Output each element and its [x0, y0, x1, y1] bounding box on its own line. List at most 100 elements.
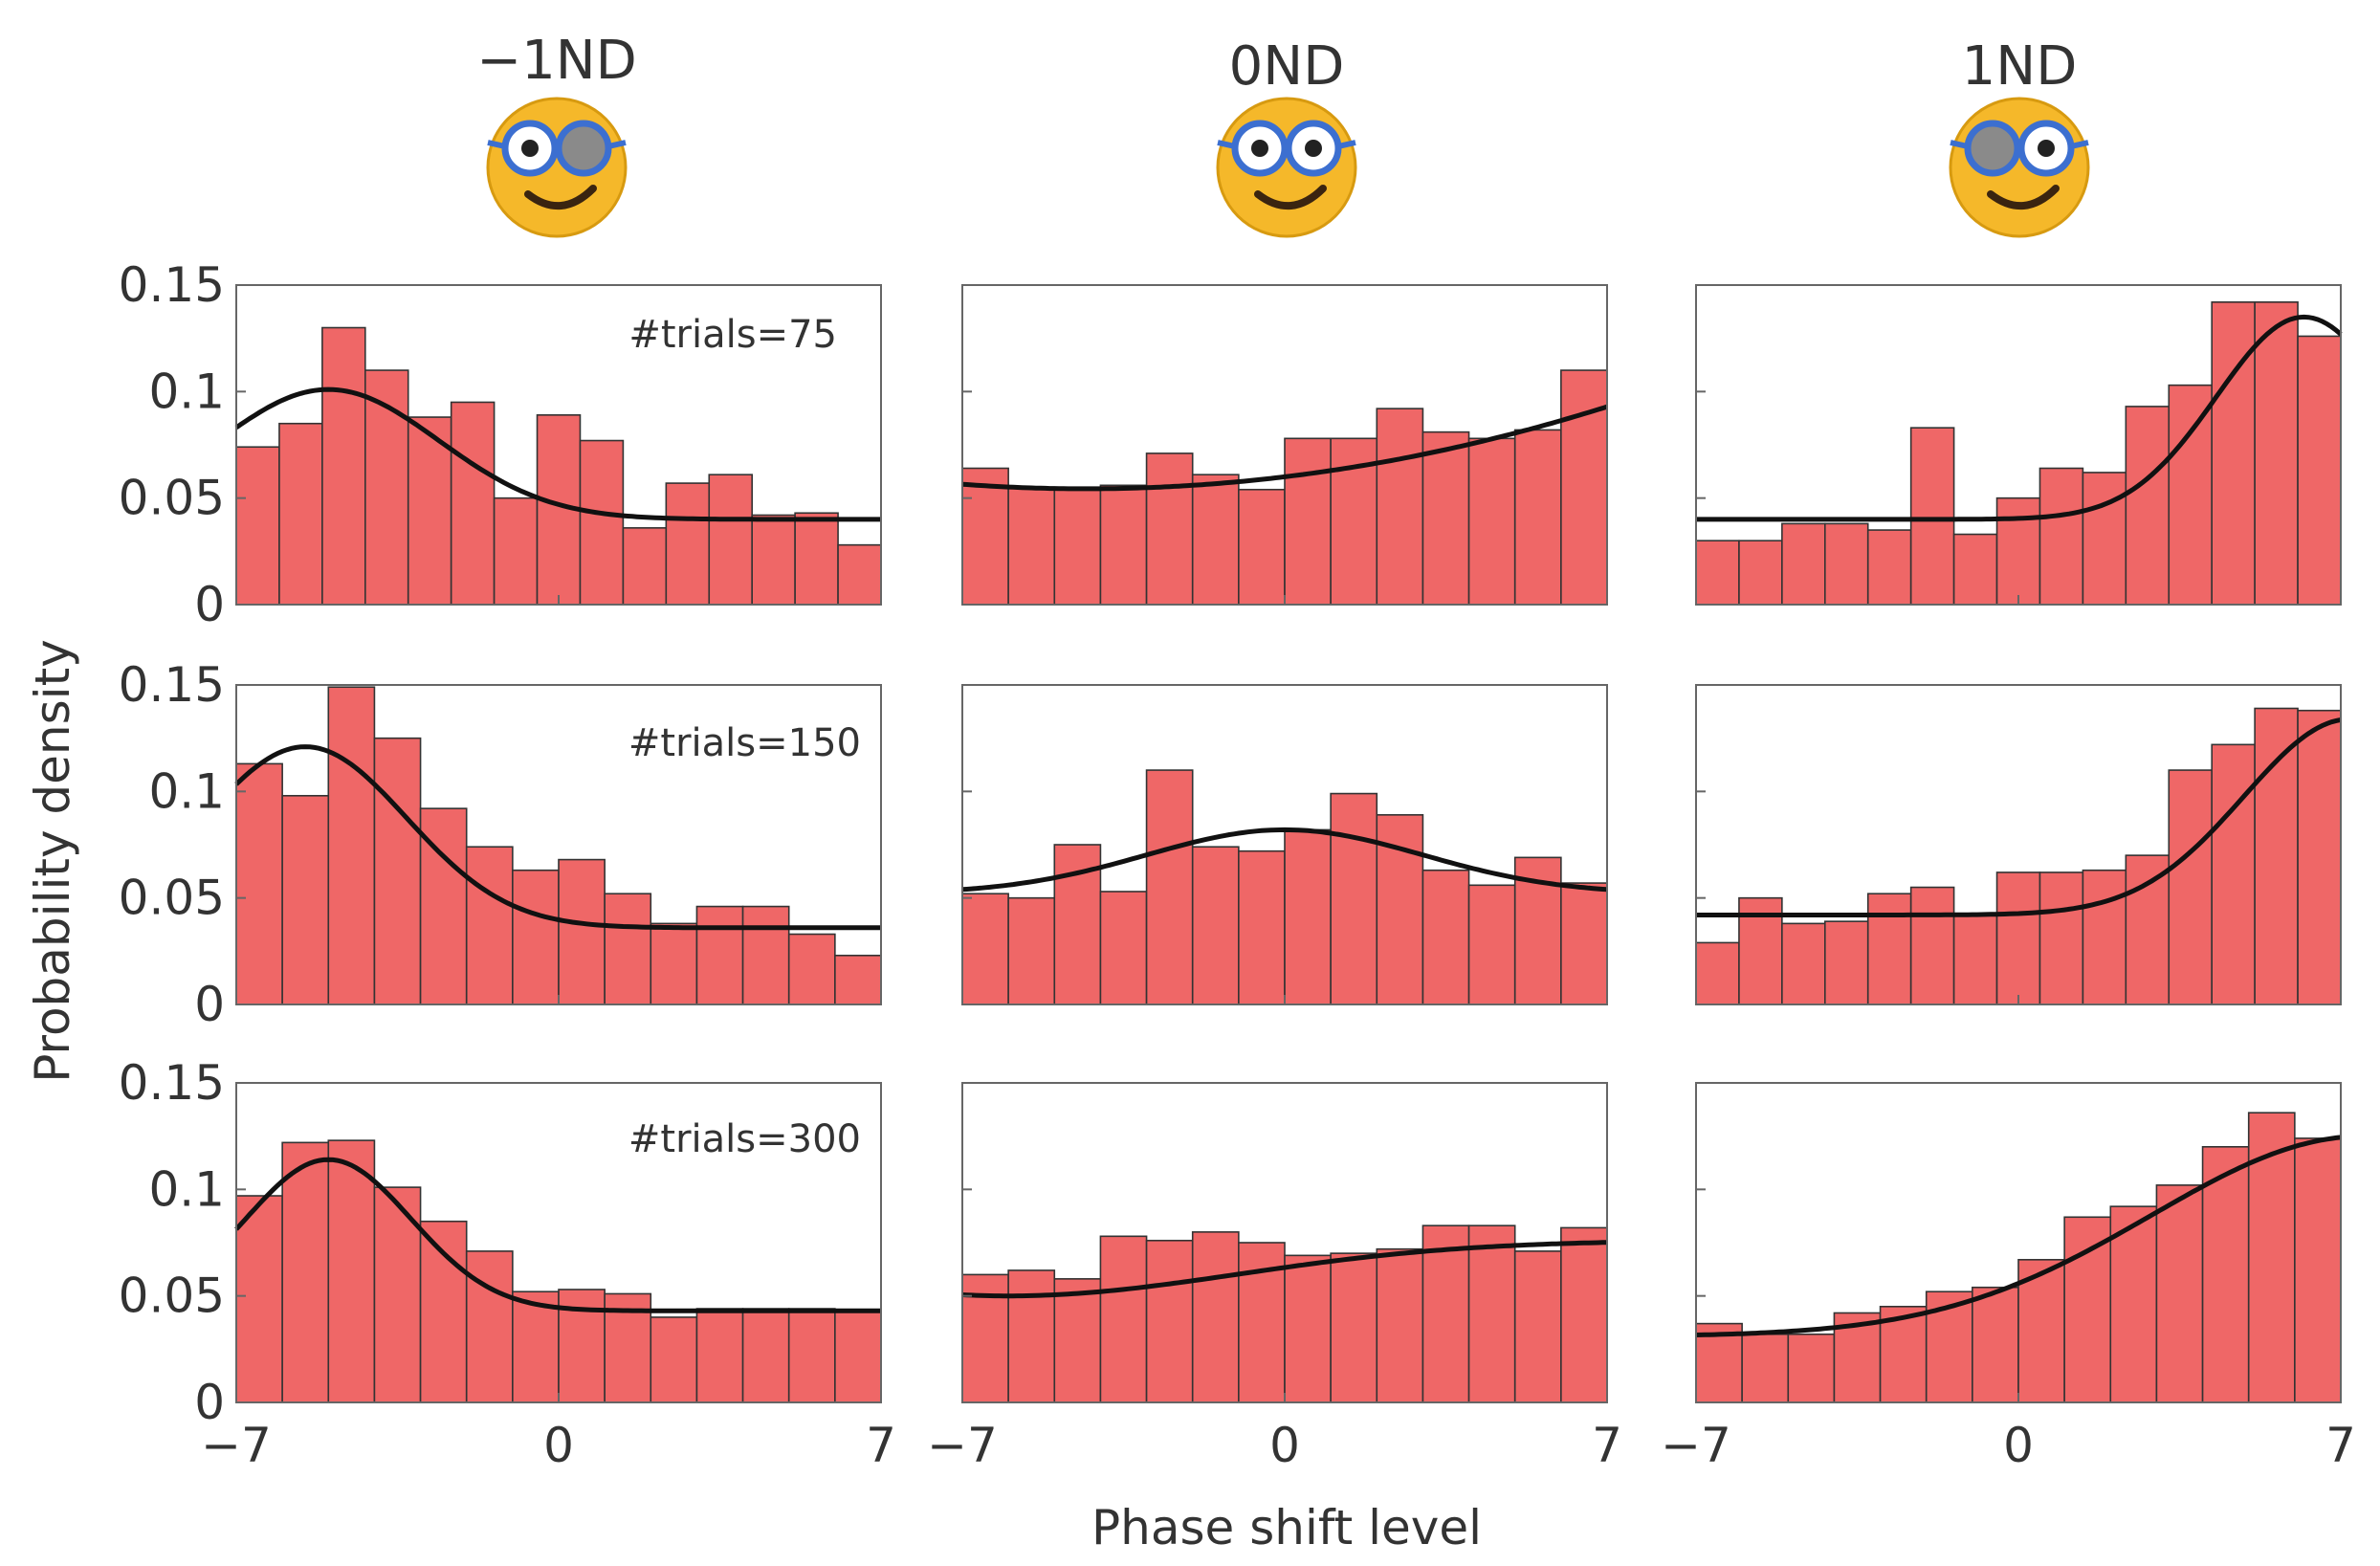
- histogram-bar: [235, 1195, 283, 1403]
- histogram-bar: [1284, 437, 1332, 606]
- y-tick-label: 0.15: [119, 257, 225, 313]
- x-tick-label: 7: [2325, 1418, 2356, 1473]
- histogram-bar: [695, 905, 744, 1005]
- histogram-bar: [1421, 869, 1470, 1005]
- histogram-bar: [834, 954, 882, 1005]
- annotation-trials-75: #trials=75: [628, 313, 837, 357]
- histogram-bar: [1741, 1333, 1790, 1403]
- histogram-bar: [834, 1310, 882, 1403]
- y-tick-label: 0.1: [148, 763, 225, 819]
- histogram-bar: [2082, 869, 2127, 1005]
- panel-col0-row0: 0 0.05 0.1 0.15: [119, 257, 882, 632]
- histogram-bar: [2109, 1205, 2158, 1403]
- histogram-bar: [1330, 1252, 1378, 1403]
- histogram-bar: [1866, 893, 1912, 1005]
- fit-curve: [1695, 1135, 2342, 1337]
- histogram-bar: [1099, 891, 1148, 1005]
- histogram-bar: [1824, 522, 1869, 606]
- y-tick-label: 0.1: [148, 364, 225, 419]
- annotation-trials-150: #trials=150: [628, 721, 861, 765]
- histogram-bar: [961, 893, 1009, 1005]
- column-title-1nd: 1ND: [1962, 35, 2078, 98]
- histogram-bar: [837, 543, 882, 606]
- histogram-bar: [1284, 1254, 1332, 1403]
- histogram-bar: [1099, 484, 1148, 606]
- histogram-bar: [2038, 871, 2084, 1005]
- histogram-bar: [1513, 1250, 1562, 1403]
- histogram-bar: [1007, 1269, 1056, 1403]
- histogram-bar: [1909, 886, 1955, 1005]
- histogram-bar: [235, 762, 283, 1005]
- fit-curve: [1696, 717, 2342, 917]
- histogram-bar: [2297, 709, 2342, 1005]
- y-tick-label: 0.05: [119, 471, 225, 526]
- histogram-bar: [1007, 896, 1056, 1005]
- fit-curve: [234, 744, 881, 931]
- glasses-face-clear-icon: [1216, 97, 1357, 238]
- x-tick-label: −7: [1661, 1418, 1731, 1473]
- histogram-bar: [1284, 828, 1332, 1005]
- histogram-bar: [1781, 522, 1826, 606]
- histogram-bar: [373, 737, 422, 1005]
- x-axis-label: Phase shift level: [1091, 1500, 1482, 1555]
- histogram-bar: [2155, 1184, 2204, 1403]
- histogram-bar: [622, 527, 668, 606]
- y-tick-label: 0: [194, 577, 225, 632]
- histogram-bar: [2211, 301, 2256, 606]
- histogram-bar: [558, 858, 606, 1005]
- panel-col1-row0: [961, 284, 1608, 606]
- histogram-bar: [281, 794, 330, 1005]
- panel-col0-row1: 0 0.05 0.1 0.15: [119, 657, 882, 1032]
- y-tick-label: 0: [194, 1375, 225, 1430]
- histogram-bar: [650, 922, 698, 1005]
- histogram-bar: [1952, 533, 1998, 606]
- fit-curve: [961, 404, 1608, 492]
- histogram-bar: [2063, 1216, 2112, 1403]
- panel-col1-row1: [961, 684, 1608, 1005]
- histogram-bar: [281, 1141, 330, 1403]
- glasses-face-left-occluded-icon: [486, 97, 628, 238]
- y-tick-label: 0.15: [119, 1055, 225, 1111]
- histogram-bar: [1787, 1333, 1836, 1403]
- fit-curve: [1696, 314, 2343, 522]
- histogram-bar: [794, 512, 839, 606]
- histogram-bar: [1238, 488, 1286, 606]
- histogram-bar: [327, 686, 376, 1005]
- histogram-bar: [1513, 429, 1562, 606]
- histogram-bar: [741, 1308, 790, 1403]
- histogram-bar: [2168, 384, 2213, 606]
- histogram-bar: [665, 482, 711, 606]
- histogram-bar: [1560, 369, 1608, 606]
- x-tick-label: 0: [543, 1418, 574, 1473]
- histogram-bar: [2125, 854, 2171, 1005]
- panel-col2-row1: [1695, 684, 2342, 1005]
- histogram-bar: [1053, 1278, 1102, 1403]
- histogram-bar: [1467, 437, 1516, 606]
- histogram-bar: [2038, 467, 2084, 606]
- y-tick-label: 0.15: [119, 657, 225, 713]
- histogram-bar: [1421, 1224, 1470, 1403]
- histogram-bar: [1330, 792, 1378, 1005]
- histogram-bar: [1995, 496, 2041, 606]
- histogram-bar: [1467, 1224, 1516, 1403]
- histogram-bar: [1824, 920, 1869, 1005]
- histogram-bar: [961, 467, 1009, 606]
- y-tick-label: 0.05: [119, 871, 225, 926]
- histogram-bar: [695, 1308, 744, 1403]
- histogram-bar: [1738, 540, 1783, 606]
- histogram-bar: [493, 496, 539, 606]
- x-tick-label: 7: [1592, 1418, 1622, 1473]
- histogram-bar: [2125, 406, 2171, 606]
- histogram-bar: [2211, 743, 2256, 1005]
- histogram-bar: [2254, 301, 2299, 606]
- histogram-bar: [1191, 1231, 1240, 1403]
- y-axis-label: Probability density: [25, 639, 80, 1083]
- histogram-bar: [450, 401, 496, 606]
- histogram-bar: [1467, 884, 1516, 1005]
- fit-curve: [961, 1240, 1608, 1299]
- histogram-bar: [741, 905, 790, 1005]
- histogram-bar: [278, 422, 323, 606]
- y-tick-label: 0.05: [119, 1268, 225, 1324]
- histogram-bar: [604, 893, 652, 1005]
- histogram-bar: [1560, 882, 1608, 1005]
